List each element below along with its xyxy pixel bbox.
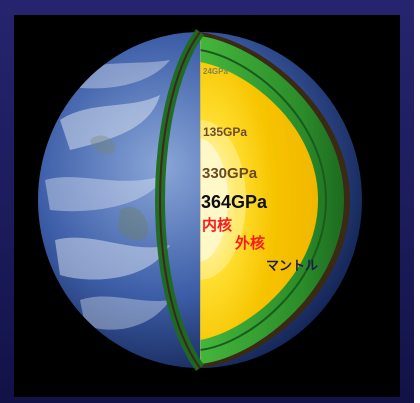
label-outer-core: 外核 — [234, 234, 265, 252]
label-inner-core: 内核 — [202, 216, 232, 234]
label-center-pressure: 364GPa — [201, 192, 268, 212]
label-mantle-base-pressure: 135GPa — [203, 125, 247, 139]
label-crust-pressure: 24GPa — [203, 67, 228, 76]
cutaway-section — [200, 32, 350, 368]
label-outer-core-base-pressure: 330GPa — [202, 165, 258, 182]
label-mantle: マントル — [266, 258, 318, 273]
outer-core-layer — [200, 62, 318, 340]
